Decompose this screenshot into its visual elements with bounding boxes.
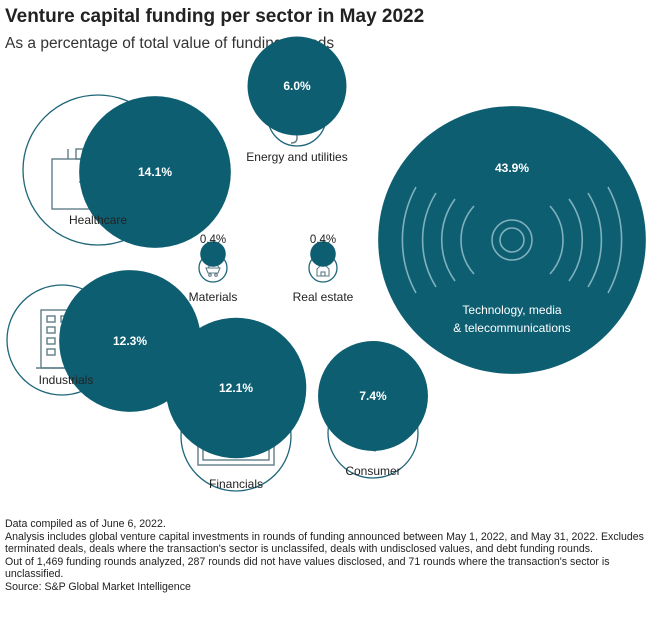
value-label: 6.0% bbox=[283, 79, 311, 93]
value-bubble bbox=[378, 106, 646, 374]
value-bubble bbox=[79, 96, 231, 248]
category-label: Real estate bbox=[293, 290, 354, 304]
note-analysis-scope: Analysis includes global venture capital… bbox=[5, 530, 644, 556]
note-compiled-date: Data compiled as of June 6, 2022. bbox=[5, 518, 166, 530]
value-label: 0.4% bbox=[200, 234, 226, 246]
category-label: Materials bbox=[189, 290, 238, 304]
bubble-energy-and-utilities: 6.0% Energy and utilities bbox=[246, 36, 348, 164]
value-label: 43.9% bbox=[495, 161, 529, 175]
value-label: 12.1% bbox=[219, 381, 253, 395]
value-bubble bbox=[200, 241, 226, 267]
value-label: 0.4% bbox=[310, 234, 336, 246]
category-label: Energy and utilities bbox=[246, 150, 347, 164]
value-bubble bbox=[247, 36, 347, 136]
note-source: Source: S&P Global Market Intelligence bbox=[5, 580, 191, 593]
value-label: 7.4% bbox=[359, 389, 387, 403]
category-label: Technology, media bbox=[462, 303, 561, 317]
bubble-consumer: 7.4% Consumer bbox=[318, 341, 428, 479]
bubble-healthcare: 14.1% Healthcare bbox=[22, 94, 231, 248]
value-bubble bbox=[310, 241, 336, 267]
chart-title: Venture capital funding per sector in Ma… bbox=[5, 6, 425, 27]
value-label: 12.3% bbox=[113, 334, 147, 348]
bubble-technology-media-and-telecommunications: 43.9% Technology, media & telecommunicatio… bbox=[378, 106, 646, 374]
footnotes: Data compiled as of June 6, 2022. Analys… bbox=[5, 518, 655, 594]
category-label: Consumer bbox=[345, 464, 400, 478]
note-rounds-analyzed: Out of 1,469 funding rounds analyzed, 28… bbox=[5, 555, 610, 581]
bubble-financials: 12.1% Financials bbox=[165, 317, 307, 492]
chart-subtitle: As a percentage of total value of fundin… bbox=[5, 35, 335, 52]
value-bubble bbox=[165, 317, 307, 459]
bubble-materials: 0.4% Materials bbox=[189, 234, 238, 304]
category-label: Industrials bbox=[39, 373, 94, 387]
bubble-chart: 43.9% Technology, media & telecommunicatio… bbox=[6, 36, 646, 492]
value-label: 14.1% bbox=[138, 165, 172, 179]
bubble-real-estate: 0.4% Real estate bbox=[293, 234, 354, 304]
value-bubble bbox=[59, 270, 201, 412]
category-label: & telecommunications bbox=[453, 321, 570, 335]
category-label: Financials bbox=[209, 477, 263, 491]
category-label: Healthcare bbox=[69, 213, 127, 227]
bubble-industrials: 12.3% Industrials bbox=[6, 270, 201, 412]
value-bubble bbox=[318, 341, 428, 451]
